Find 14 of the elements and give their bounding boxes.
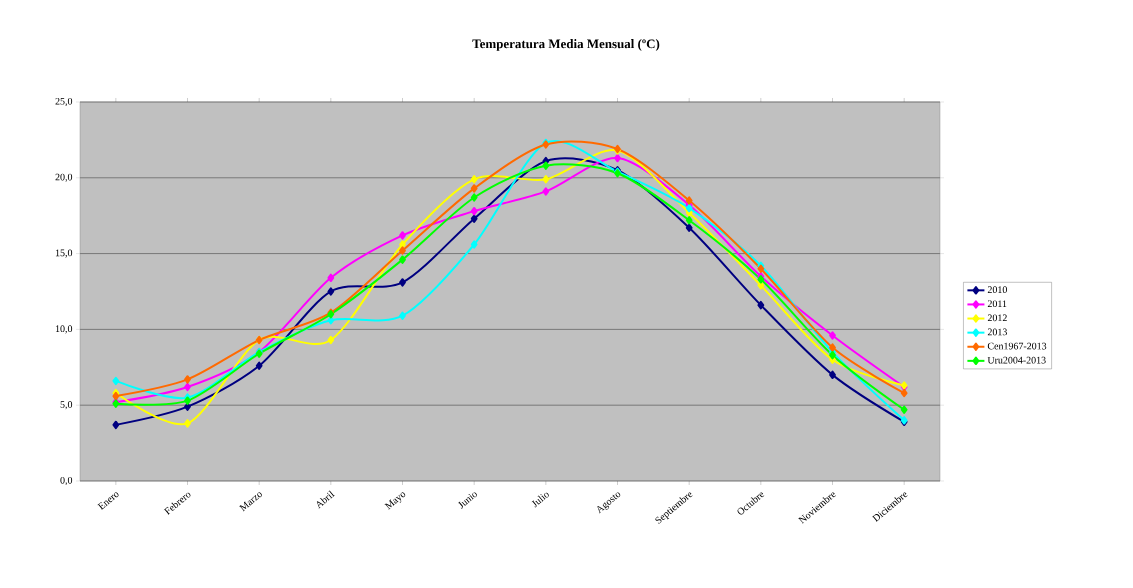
y-tick-label: 0,0 bbox=[60, 476, 73, 486]
y-tick-label: 15,0 bbox=[55, 249, 73, 258]
x-tick-label: Julio bbox=[531, 492, 549, 508]
y-tick-label: 20,0 bbox=[55, 173, 73, 182]
y-tick-label: 5,0 bbox=[60, 401, 73, 410]
y-tick-label: 10,0 bbox=[55, 325, 73, 334]
chart-title: Temperatura Media Mensual (ºC) bbox=[472, 39, 660, 51]
y-tick-label: 25,0 bbox=[55, 97, 73, 107]
legend-label: Uru2004-2013 bbox=[987, 356, 1046, 364]
legend-label: 2013 bbox=[987, 328, 1007, 336]
legend-label: 2012 bbox=[987, 314, 1007, 322]
legend-label: Cen1967-2013 bbox=[987, 342, 1047, 350]
legend-label: 2011 bbox=[987, 300, 1007, 308]
legend-label: 2010 bbox=[987, 286, 1007, 293]
